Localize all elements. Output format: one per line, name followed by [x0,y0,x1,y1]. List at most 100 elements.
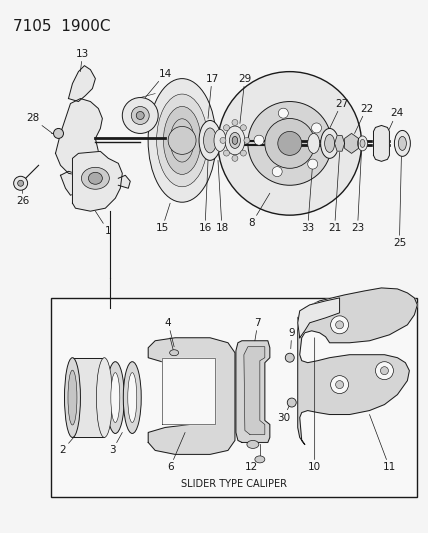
Text: 10: 10 [308,338,321,472]
Ellipse shape [199,120,221,160]
Polygon shape [335,135,345,151]
Circle shape [308,159,318,169]
Ellipse shape [81,167,109,189]
Ellipse shape [308,133,320,154]
Ellipse shape [123,362,141,433]
Text: 25: 25 [393,156,406,248]
Circle shape [272,167,282,176]
Text: 4: 4 [165,318,174,347]
Circle shape [248,102,332,185]
Ellipse shape [360,140,365,148]
Polygon shape [244,347,265,434]
Text: SLIDER TYPE CALIPER: SLIDER TYPE CALIPER [181,479,287,489]
Polygon shape [72,151,122,211]
Ellipse shape [229,132,241,148]
Ellipse shape [204,128,217,153]
Ellipse shape [255,456,265,463]
Circle shape [220,138,226,143]
Circle shape [336,381,344,389]
Circle shape [330,316,348,334]
Text: 12: 12 [245,456,260,472]
Text: 9: 9 [288,328,295,349]
Circle shape [18,180,24,186]
Ellipse shape [96,358,112,438]
Polygon shape [60,171,78,195]
Circle shape [168,126,196,155]
Polygon shape [236,341,270,442]
Text: 15: 15 [155,203,170,233]
Text: 1: 1 [95,211,112,236]
Circle shape [223,150,229,156]
Text: 27: 27 [330,99,348,128]
Ellipse shape [285,353,294,362]
Polygon shape [374,125,389,161]
Circle shape [136,111,144,119]
Polygon shape [298,298,339,338]
Circle shape [223,125,229,131]
Polygon shape [118,175,130,188]
Ellipse shape [148,78,216,202]
Ellipse shape [395,131,410,156]
Text: 7: 7 [255,318,261,341]
Ellipse shape [89,172,102,184]
Text: 30: 30 [277,402,291,423]
Polygon shape [56,99,102,175]
Polygon shape [72,358,104,438]
Text: 13: 13 [76,49,89,71]
Polygon shape [68,66,95,102]
Bar [51,298,417,497]
Circle shape [278,108,288,118]
Circle shape [330,376,348,393]
Ellipse shape [232,136,238,144]
Text: 8: 8 [249,193,270,228]
Text: 2: 2 [59,437,74,455]
Polygon shape [345,133,359,154]
Circle shape [232,119,238,125]
Circle shape [312,123,321,133]
Text: 14: 14 [145,69,172,98]
Ellipse shape [214,130,226,151]
Ellipse shape [170,119,194,162]
Ellipse shape [111,373,120,423]
Text: 21: 21 [328,152,341,233]
Circle shape [54,128,63,139]
Ellipse shape [247,440,259,448]
Polygon shape [298,288,417,445]
Ellipse shape [157,94,208,187]
Circle shape [131,107,149,125]
Circle shape [122,98,158,133]
Text: 16: 16 [199,160,212,233]
Text: 23: 23 [351,150,364,233]
Text: 28: 28 [26,114,53,133]
Ellipse shape [321,128,339,158]
Text: 17: 17 [205,74,219,118]
Text: 26: 26 [16,190,29,206]
Text: 33: 33 [301,163,314,233]
Circle shape [336,321,344,329]
Text: 18: 18 [215,160,229,233]
Circle shape [241,150,247,156]
Text: 3: 3 [109,432,122,455]
Ellipse shape [287,398,296,407]
Circle shape [265,118,315,168]
Circle shape [14,176,28,190]
Text: 11: 11 [369,415,396,472]
Text: 24: 24 [386,109,403,138]
Circle shape [244,138,250,143]
Circle shape [375,362,393,379]
Ellipse shape [398,136,406,150]
Ellipse shape [163,107,201,174]
Circle shape [380,367,389,375]
Ellipse shape [68,370,77,425]
Circle shape [241,125,247,131]
Text: 29: 29 [238,74,252,124]
Polygon shape [162,358,215,424]
Ellipse shape [225,126,245,155]
Ellipse shape [357,136,368,151]
Ellipse shape [106,362,124,433]
Text: 6: 6 [167,432,185,472]
Circle shape [254,135,264,145]
Ellipse shape [65,358,80,438]
Circle shape [218,71,362,215]
Circle shape [278,132,302,155]
